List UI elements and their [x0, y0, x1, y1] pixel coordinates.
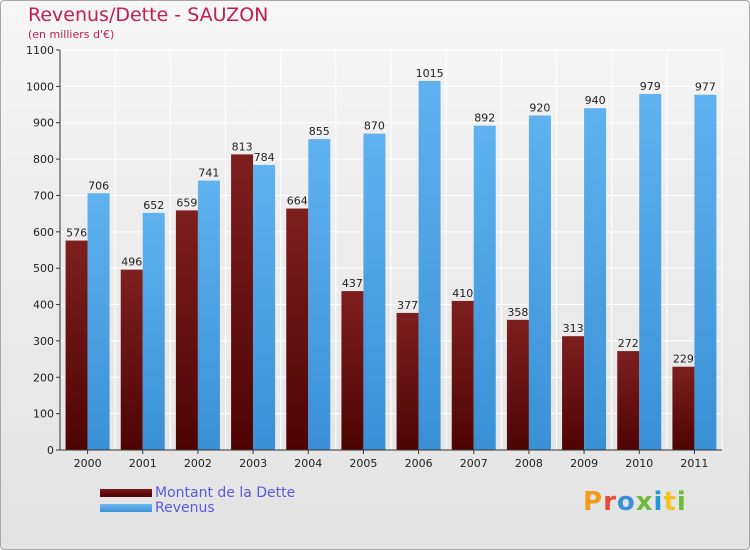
x-tick-label: 2006 — [405, 457, 433, 470]
x-tick-label: 2002 — [184, 457, 212, 470]
bar-debt — [175, 210, 198, 450]
logo-letter: o — [616, 487, 636, 517]
data-label-revenue: 940 — [585, 94, 606, 107]
data-label-revenue: 706 — [88, 179, 109, 192]
y-axis: 0 100 200 300 400 500 600 700 800 900 1000 1100 — [26, 44, 61, 457]
logo-letter: r — [603, 487, 617, 517]
legend-swatch-debt — [100, 489, 152, 497]
bar-revenue — [584, 108, 607, 450]
y-tick-label: 600 — [33, 226, 54, 239]
bar-revenue — [197, 180, 220, 450]
x-tick-label: 2008 — [515, 457, 543, 470]
x-tick-label: 2005 — [349, 457, 377, 470]
data-label-debt: 229 — [673, 353, 694, 366]
x-tick-label: 2004 — [294, 457, 322, 470]
logo-letter: i — [676, 487, 687, 517]
data-label-debt: 664 — [287, 195, 308, 208]
bar-debt — [231, 154, 254, 450]
data-label-revenue: 977 — [695, 81, 716, 94]
data-label-revenue: 920 — [529, 101, 550, 114]
y-tick-label: 900 — [33, 117, 54, 130]
y-tick-label: 1100 — [26, 44, 54, 57]
grid-lines — [59, 49, 723, 451]
data-label-revenue: 784 — [254, 151, 275, 164]
data-label-debt: 437 — [342, 277, 363, 290]
x-tick-label: 2003 — [239, 457, 267, 470]
bar-debt — [341, 291, 364, 450]
bar-revenue — [694, 94, 717, 451]
bar-debt — [562, 336, 585, 450]
logo-letter: i — [653, 487, 664, 517]
bar-debt — [396, 312, 419, 450]
bar-debt — [286, 208, 309, 450]
data-label-revenue: 892 — [474, 112, 495, 125]
data-label-debt: 358 — [507, 306, 528, 319]
bar-debt — [617, 351, 640, 450]
y-tick-label: 200 — [33, 371, 54, 384]
data-label-revenue: 652 — [143, 199, 164, 212]
chart-title: Revenus/Dette - SAUZON — [28, 4, 269, 26]
data-label-debt: 313 — [563, 322, 584, 335]
chart-subtitle: (en milliers d'€) — [28, 28, 115, 41]
x-tick-label: 2010 — [625, 457, 653, 470]
y-tick-label: 800 — [33, 153, 54, 166]
bar-revenue — [639, 94, 662, 450]
logo-letter: x — [635, 487, 654, 517]
data-label-debt: 410 — [452, 287, 473, 300]
bar-revenue — [308, 139, 331, 450]
y-tick-label: 700 — [33, 189, 54, 202]
y-tick-label: 400 — [33, 299, 54, 312]
bar-debt — [120, 269, 143, 450]
y-tick-label: 1000 — [26, 80, 54, 93]
data-label-debt: 496 — [121, 256, 142, 269]
data-label-revenue: 870 — [364, 120, 385, 133]
data-label-debt: 377 — [397, 299, 418, 312]
data-label-debt: 576 — [66, 227, 87, 240]
y-tick-label: 500 — [33, 262, 54, 275]
x-axis: 2000 2001 2002 2003 2004 2005 2006 2007 2008 2009… — [60, 449, 722, 470]
legend-label-revenue: Revenus — [155, 500, 215, 516]
bar-revenue — [528, 115, 551, 451]
y-tick-label: 100 — [33, 408, 54, 421]
bar-revenue — [142, 212, 165, 450]
data-label-revenue: 1015 — [416, 67, 444, 80]
data-label-revenue: 855 — [309, 125, 330, 138]
bar-debt — [451, 300, 474, 450]
bar-revenue — [418, 80, 441, 450]
bar-revenue — [87, 193, 110, 451]
x-tick-label: 2007 — [460, 457, 488, 470]
legend-swatch-revenue — [100, 504, 152, 512]
data-label-debt: 813 — [232, 140, 253, 153]
data-label-debt: 272 — [618, 337, 639, 350]
bar-debt — [672, 366, 695, 450]
y-tick-label: 0 — [47, 444, 54, 457]
y-tick-label: 300 — [33, 335, 54, 348]
bar-revenue — [473, 125, 496, 451]
data-label-revenue: 741 — [198, 167, 219, 180]
proxiti-logo: Proxiti — [583, 487, 687, 517]
data-label-debt: 659 — [176, 196, 197, 209]
x-tick-label: 2011 — [680, 457, 708, 470]
x-tick-label: 2001 — [129, 457, 157, 470]
x-tick-label: 2000 — [74, 457, 102, 470]
bar-debt — [65, 240, 88, 450]
bar-revenue — [253, 164, 276, 450]
logo-letter: P — [583, 487, 604, 517]
bar-debt — [506, 319, 529, 450]
legend-label-debt: Montant de la Dette — [155, 485, 296, 501]
bar-revenue — [363, 133, 386, 451]
x-tick-label: 2009 — [570, 457, 598, 470]
data-label-revenue: 979 — [640, 80, 661, 93]
logo-letter: t — [663, 487, 677, 517]
